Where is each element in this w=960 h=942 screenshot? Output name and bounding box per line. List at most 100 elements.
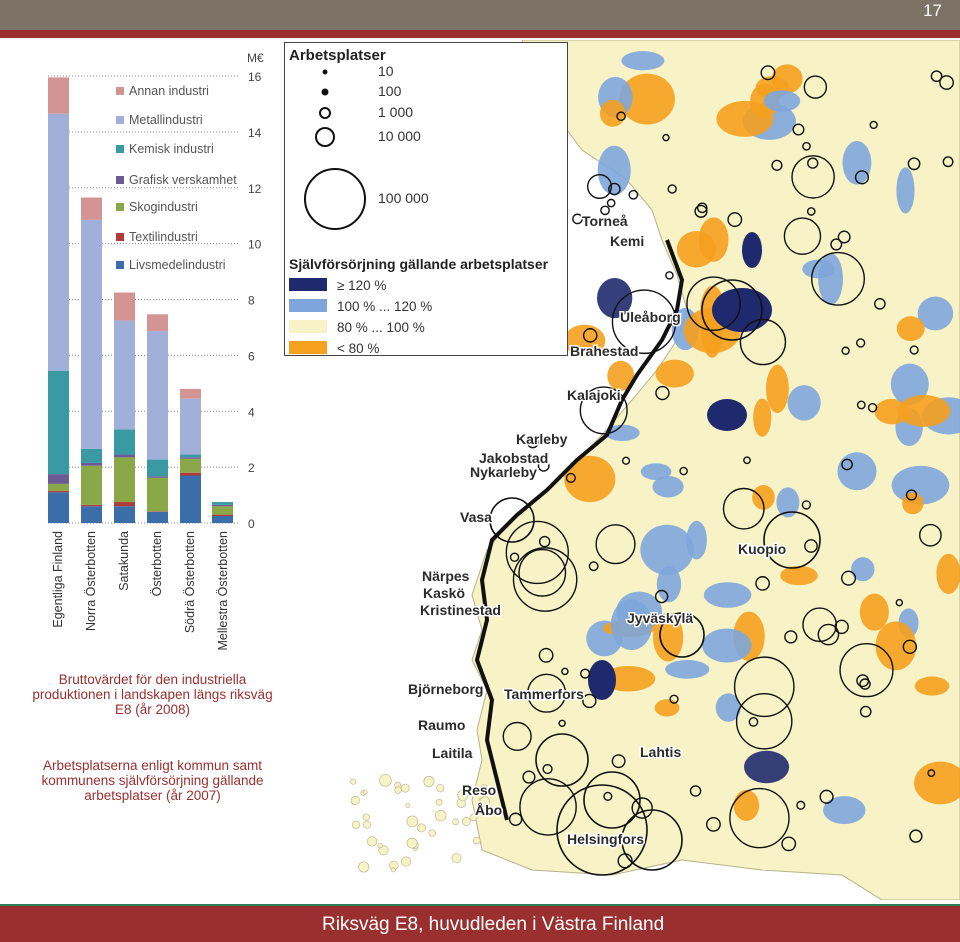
city-label: Jakobstad [479,450,548,466]
workplace-circle [538,647,554,663]
island [436,784,445,793]
bar-segment [48,492,69,523]
workplace-circle [527,673,567,713]
size-legend-label: 100 [378,83,402,99]
selfsufficiency-swatch [289,278,327,291]
workplace-circle [489,497,535,543]
city-label: Lahtis [640,744,681,760]
workplace-circle [556,784,648,876]
workplace-circle [781,836,797,852]
workplace-circle [631,797,653,819]
bar-segment [48,77,69,114]
workplace-circle [919,523,942,547]
municipality-patch [914,761,960,805]
municipality-patch [875,621,917,671]
workplace-circle [522,770,536,784]
workplace-circle [806,207,816,216]
stacked-bar-chart: 0 2 4 6 8 10 12 14 16 M€ Annan industri Metallindus… [48,51,264,651]
island [401,856,412,867]
workplace-circle [696,202,708,214]
legend-title: Arbetsplatser [289,47,386,64]
municipality-patch [752,485,775,510]
island [390,867,396,873]
selfsufficiency-swatch [289,320,327,333]
workplace-circle [502,721,532,752]
workplace-circle [558,719,566,728]
island [377,842,383,849]
workplace-circle [611,754,626,769]
island [435,799,443,806]
workplace-circle [839,643,894,698]
bar-segment [114,454,135,458]
workplace-circle [733,656,795,718]
y-tick-label: 4 [248,405,255,419]
island [479,796,491,807]
bar-segment [81,504,102,507]
island [435,810,447,822]
category-label: Norra Österbotten [84,531,98,631]
city-label: Kemi [610,233,644,249]
footer-title: Riksväg E8, huvudleden i Västra Finland [322,914,665,935]
municipality-patch [676,231,716,268]
bar-segment [81,462,102,466]
municipality-patch [621,51,665,71]
bar-segment [81,197,102,220]
workplace-circle [840,570,857,586]
island [406,837,418,849]
bar-segment [212,516,233,523]
workplace-circle [841,458,853,471]
municipality-patch [744,750,790,784]
size-legend-circle [315,127,335,147]
workplace-circle [542,763,553,775]
city-label: Helsingfors [567,831,644,847]
workplace-circle [930,70,943,83]
municipality-patch [766,364,789,413]
bar-segment [48,474,69,484]
workplace-circle [817,623,840,646]
island [350,778,357,785]
municipality-patch [607,360,635,391]
bar-segment [81,219,102,449]
legend-label: Livsmedelindustri [129,258,226,272]
island [457,789,469,801]
workplace-circle [729,787,790,849]
bar-segment [212,502,233,505]
island [423,776,435,787]
workplace-circle [791,155,835,199]
workplace-circle [654,589,669,604]
island [394,786,402,794]
workplace-circle [755,576,770,591]
city-label: Tammerfors [504,686,584,702]
unit-label: M€ [247,51,264,65]
workplace-circle [942,156,954,168]
city-label: Karleby [516,431,568,447]
road-e8 [474,239,685,821]
workplace-circle [694,204,708,218]
workplace-circle [705,816,721,832]
finland-map: Torneå Kemi Uleåborg Brahestad Kalajoki Karle… [282,40,960,900]
y-tick-label: 12 [248,182,262,196]
workplace-circle [907,157,921,171]
bar-segment [114,502,135,507]
workplace-circle [689,785,702,797]
bar-segment [81,448,102,463]
municipality-patch [859,593,889,631]
workplace-circle [909,829,923,843]
workplace-circle [603,791,613,801]
municipality-patch [652,475,684,498]
y-tick-label: 10 [248,238,262,252]
bar-segment [180,475,201,523]
workplace-circle [819,789,834,804]
city-label: Vasa [460,509,492,525]
municipality-patch [655,359,694,388]
municipality-patch [656,566,682,603]
workplace-circle [535,733,589,787]
workplace-circle [784,630,798,644]
category-label: Södrä Österbotten [183,531,197,633]
selfsufficiency-label: < 80 % [337,341,379,355]
municipality-patch [703,582,752,608]
island [451,853,462,864]
legend-label: Metallindustri [129,113,203,127]
workplace-circle [735,692,793,750]
municipality-patch [914,676,950,696]
